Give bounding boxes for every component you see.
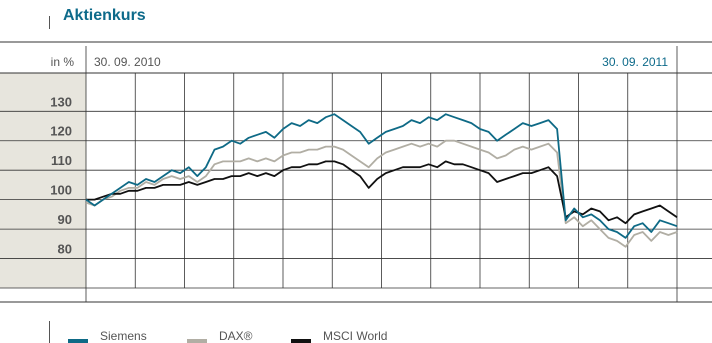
legend-tick-mark (49, 321, 50, 343)
legend-label-siemens: Siemens (100, 329, 147, 343)
y-tick-label: 130 (50, 94, 72, 109)
y-unit-label: in % (51, 55, 75, 69)
x-start-date-label: 30. 09. 2010 (94, 55, 161, 69)
chart-title: Aktienkurs (63, 7, 146, 24)
x-end-date-label: 30. 09. 2011 (602, 55, 668, 69)
legend-swatch-dax (187, 339, 207, 343)
title-tick-mark (49, 16, 50, 29)
legend-swatch-siemens (68, 339, 88, 343)
y-tick-label: 100 (50, 183, 72, 198)
legend: Siemens DAX® MSCI World (0, 327, 712, 343)
y-tick-label: 120 (50, 124, 72, 139)
y-tick-labels: 80 90 100 110 120 130 (50, 94, 72, 256)
series-line-siemens (85, 113, 678, 239)
series-lines (85, 113, 678, 248)
y-tick-label: 110 (51, 153, 72, 168)
legend-label-msci: MSCI World (323, 329, 388, 343)
y-tick-label: 90 (58, 212, 72, 227)
legend-swatch-msci (291, 339, 311, 343)
legend-label-dax: DAX® (219, 329, 253, 343)
y-tick-label: 80 (58, 242, 72, 257)
grid-lines (0, 41, 712, 303)
y-axis-shaded-panel (0, 73, 86, 288)
series-line-dax (85, 139, 678, 248)
